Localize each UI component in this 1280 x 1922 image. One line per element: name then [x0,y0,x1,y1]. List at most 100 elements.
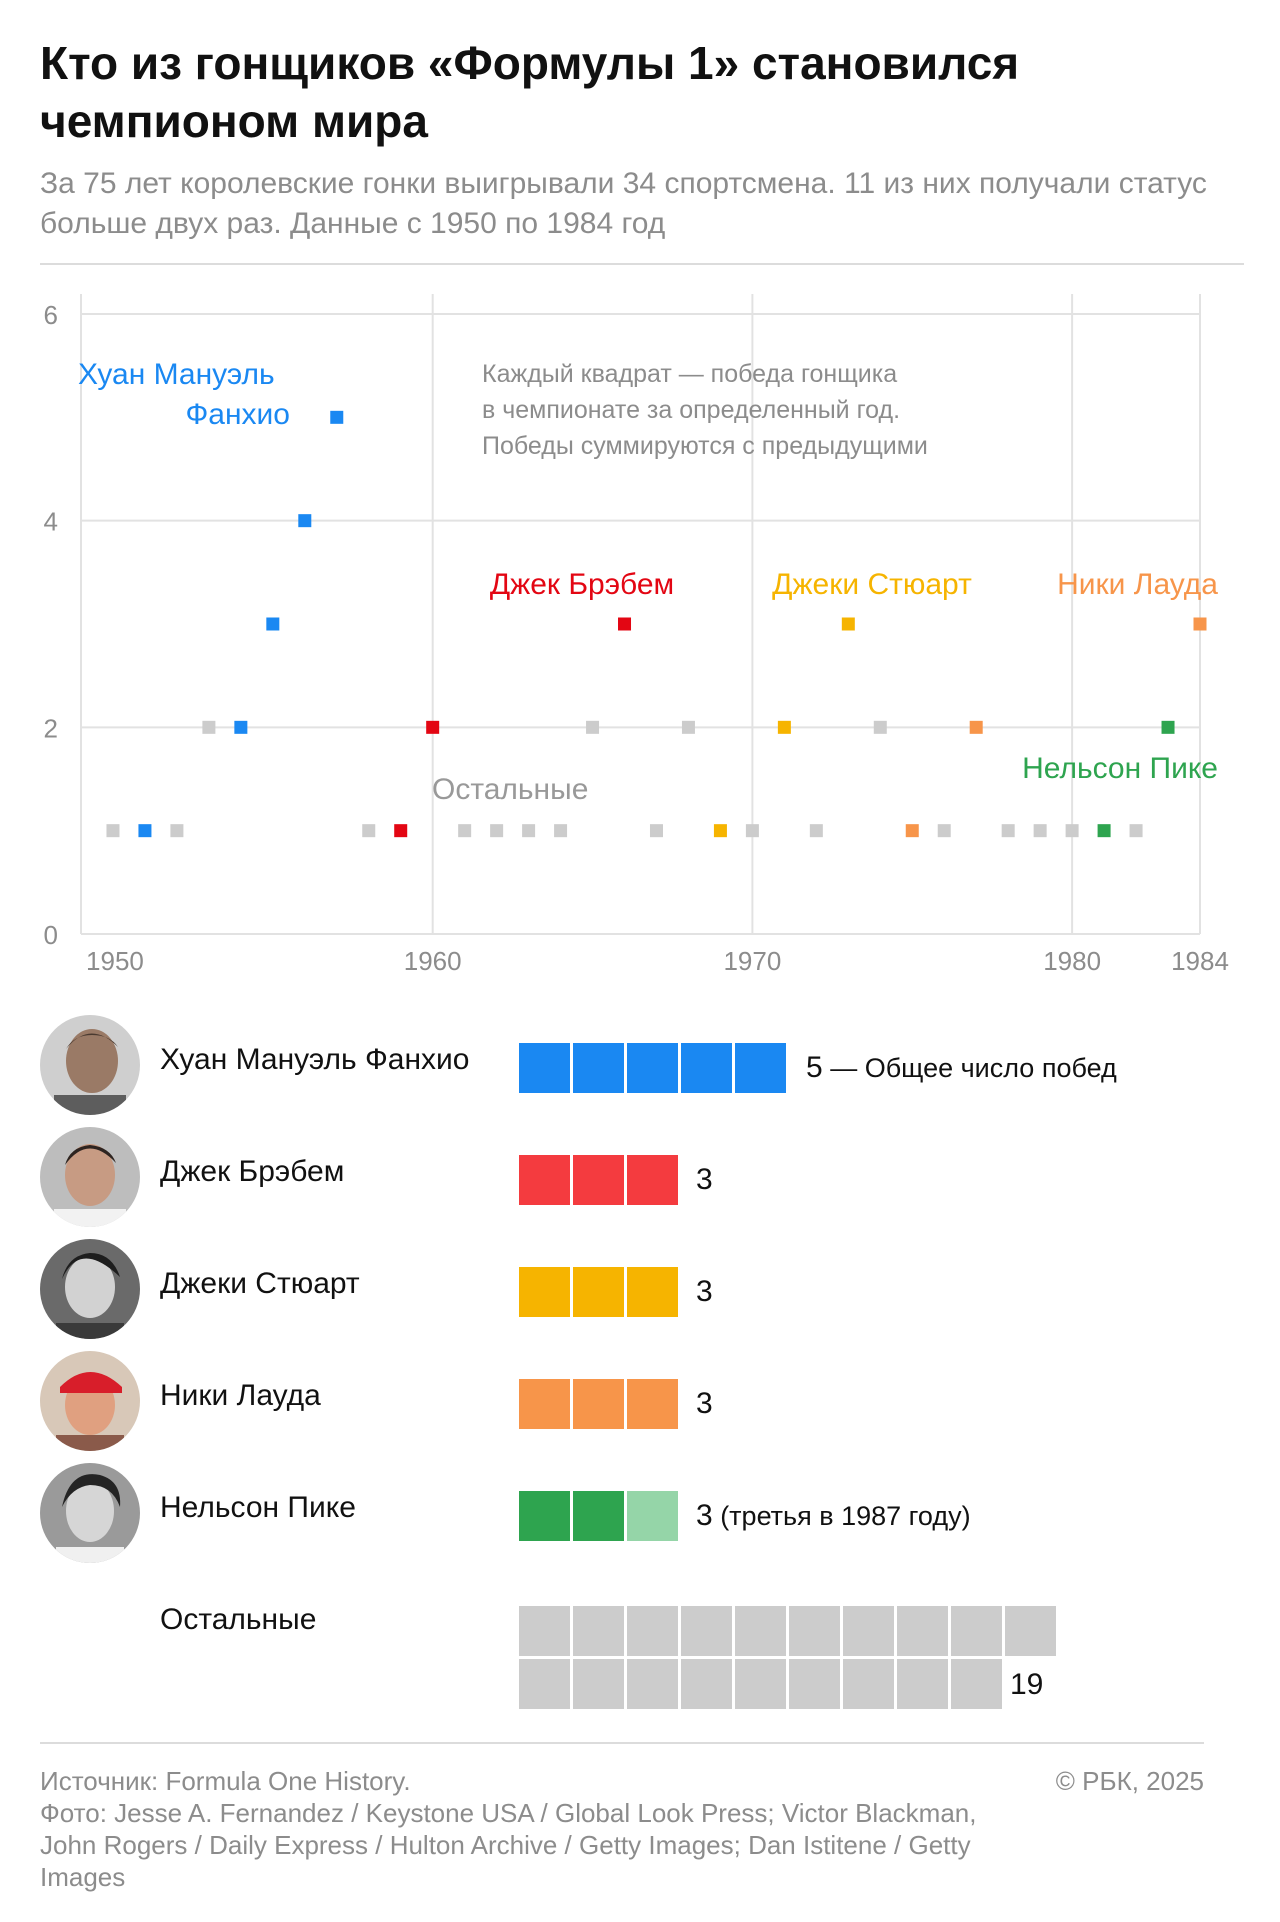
legend-squares [519,1379,681,1429]
others-squares-row [519,1606,1059,1656]
legend-name: Джеки Стюарт [160,1267,360,1300]
win-square [519,1606,570,1656]
data-point [490,824,504,838]
x-tick-label: 1984 [1171,946,1229,976]
win-square [627,1379,678,1429]
data-point [777,720,791,734]
data-point [841,617,855,631]
win-square [573,1491,624,1541]
legend-squares [519,1043,789,1093]
data-point [1097,824,1111,838]
legend-name: Нельсон Пике [160,1491,356,1524]
data-point [298,514,312,528]
win-square [573,1043,624,1093]
x-tick-label: 1950 [86,946,144,976]
chart-tick-labels: 0 2 4 6 1950 1960 1970 1980 1984 [44,300,1229,976]
win-square [573,1267,624,1317]
series-labels: Хуан Мануэль Фанхио Джек Брэбем Джеки Стюар… [78,358,1218,806]
footer-credits: Источник: Formula One History. Фото: Jes… [40,1765,1020,1893]
legend-name: Остальные [160,1603,317,1636]
data-point [1033,824,1047,838]
data-point [554,824,568,838]
data-point [234,720,248,734]
win-square [627,1043,678,1093]
legend-row-others: Остальные [0,1570,1280,1670]
win-square [789,1606,840,1656]
legend-name: Ники Лауда [160,1379,321,1412]
data-point [1161,720,1175,734]
win-square [843,1659,894,1709]
legend-total-value: 3 [696,1275,713,1308]
avatar-piquet [40,1463,140,1563]
win-square [789,1659,840,1709]
series-label: Джеки Стюарт [772,568,972,601]
win-square-future [627,1491,678,1541]
y-tick-label: 4 [44,507,58,537]
win-square [951,1659,1002,1709]
data-point [1129,824,1143,838]
avatar-fangio [40,1015,140,1115]
data-point [170,824,184,838]
data-point [618,617,632,631]
footer-copyright: © РБК, 2025 [1055,1766,1204,1796]
data-points [106,410,1207,838]
win-square [519,1379,570,1429]
footer-divider [40,1742,1204,1744]
win-square [843,1606,894,1656]
win-square [573,1155,624,1205]
win-square [681,1043,732,1093]
data-point [362,824,376,838]
y-tick-label: 0 [44,920,58,950]
legend-row-stewart: Джеки Стюарт 3 [0,1234,1280,1339]
win-square [735,1043,786,1093]
series-label: Нельсон Пике [1022,752,1218,785]
win-square [681,1659,732,1709]
avatar-lauda [40,1351,140,1451]
legend-row-lauda: Ники Лауда 3 [0,1346,1280,1451]
y-tick-label: 6 [44,300,58,330]
legend-total: 5 — Общее число побед [806,1043,1117,1093]
win-square [573,1659,624,1709]
data-point [1065,824,1079,838]
data-point [266,617,280,631]
chart-subtitle: За 75 лет королевские гонки выигрывали 3… [40,167,1207,240]
others-squares-row [519,1659,1059,1709]
data-point [649,824,663,838]
win-square [951,1606,1002,1656]
win-square [897,1606,948,1656]
series-label: Фанхио [185,398,290,431]
legend-total-note: — Общее число побед [822,1053,1117,1083]
y-tick-label: 2 [44,713,58,743]
legend-total-note: (третья в 1987 году) [712,1501,971,1531]
series-label: Джек Брэбем [490,568,674,601]
data-point [138,824,152,838]
legend-squares [519,1155,681,1205]
legend-total-value: 3 [696,1499,713,1532]
data-point [458,824,472,838]
chart-grid [80,294,1201,935]
legend-total-value: 3 [696,1163,713,1196]
win-square [573,1606,624,1656]
legend-total-value: 5 [806,1051,823,1084]
header-divider [40,263,1244,265]
win-square [627,1267,678,1317]
data-point [586,720,600,734]
legend-name: Джек Брэбем [160,1155,345,1188]
chart-annotation: Каждый квадрат — победа гонщика в чемпион… [482,360,928,460]
data-point [394,824,408,838]
annotation-line: в чемпионате за определенный год. [482,396,900,424]
win-square [735,1659,786,1709]
legend-total: 3 [696,1155,713,1205]
annotation-line: Каждый квадрат — победа гонщика [482,360,897,388]
series-label: Хуан Мануэль [78,358,275,391]
data-point [873,720,887,734]
data-point [330,410,344,424]
data-point [681,720,695,734]
legend-total: 3 (третья в 1987 году) [696,1491,971,1541]
data-point [1193,617,1207,631]
legend-row-fangio: Хуан Мануэль Фанхио 5 — Общее число побе… [0,1010,1280,1115]
data-point [202,720,216,734]
data-point [937,824,951,838]
legend-total: 3 [696,1267,713,1317]
avatar-brabham [40,1127,140,1227]
